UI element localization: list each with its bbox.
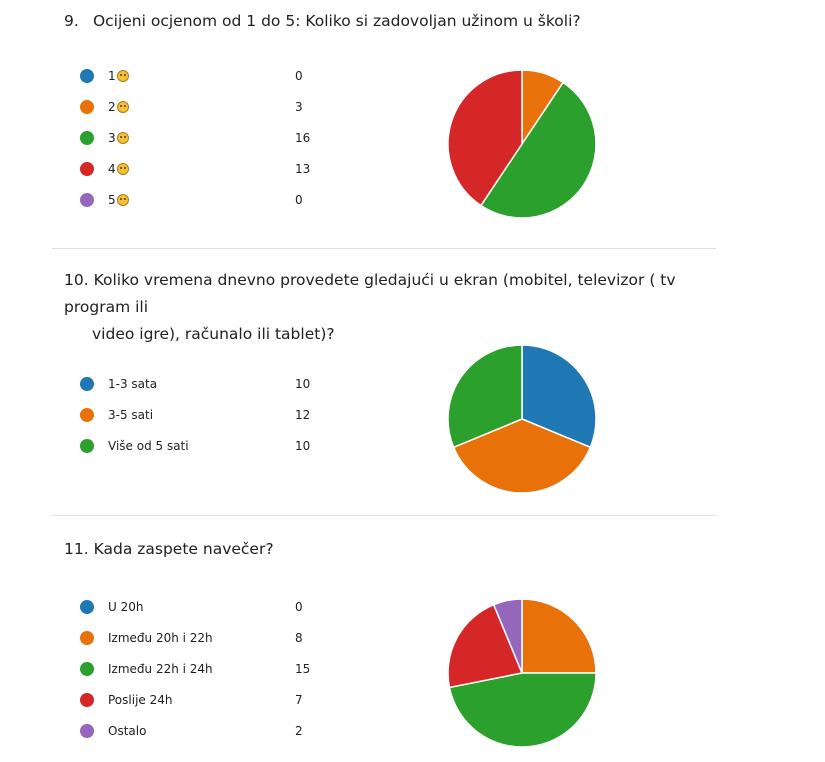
legend: U 20h 0 Između 20h i 22h 8 Između 22h i … bbox=[80, 591, 380, 746]
question-10: 10. Koliko vremena dnevno provedete gled… bbox=[0, 248, 825, 516]
question-number: 10. bbox=[64, 271, 89, 289]
legend-color-dot bbox=[80, 407, 94, 422]
legend-count: 2 bbox=[295, 723, 303, 738]
legend-color-dot bbox=[80, 99, 94, 114]
legend-label: 3-5 sati bbox=[108, 407, 154, 422]
question-text-line-1: Koliko vremena dnevno provedete gledajuć… bbox=[64, 271, 676, 316]
legend-item: U 20h 0 bbox=[80, 591, 380, 622]
legend-count: 7 bbox=[295, 692, 303, 707]
legend-label: Između 20h i 22h bbox=[108, 630, 213, 645]
legend: 1-3 sata 10 3-5 sati 12 Više od 5 sati 1… bbox=[80, 368, 380, 461]
legend-count: 3 bbox=[295, 99, 303, 114]
pie-slice-vi-e-od-5-sati bbox=[447, 344, 523, 449]
legend-count: 0 bbox=[295, 599, 303, 614]
divider bbox=[52, 515, 716, 516]
pie-slice-poslije-24h bbox=[447, 603, 524, 689]
question-number: 11. bbox=[64, 540, 89, 558]
legend-item: 5 0 bbox=[80, 184, 380, 215]
legend-item: 2 3 bbox=[80, 91, 380, 122]
legend-label: 5 bbox=[108, 192, 116, 207]
question-text: Ocijeni ocjenom od 1 do 5: Koliko si zad… bbox=[92, 12, 581, 30]
legend-label: 4 bbox=[108, 161, 116, 176]
legend-label: 1 bbox=[108, 68, 116, 83]
legend-label: Ostalo bbox=[108, 723, 147, 738]
legend-color-dot bbox=[80, 692, 94, 707]
legend-item: Između 22h i 24h 15 bbox=[80, 653, 380, 684]
legend-color-dot bbox=[80, 661, 94, 676]
legend-count: 10 bbox=[295, 438, 311, 453]
legend-item: Više od 5 sati 10 bbox=[80, 430, 380, 461]
legend-label: 2 bbox=[108, 99, 116, 114]
pie-slice-izme-u-20h-i-22h bbox=[521, 598, 597, 674]
question-title: 11. Kada zaspete navečer? bbox=[64, 536, 714, 563]
smiling-face-icon bbox=[116, 162, 129, 175]
legend-color-dot bbox=[80, 68, 94, 83]
legend-color-dot bbox=[80, 192, 94, 207]
legend-color-dot bbox=[80, 376, 94, 391]
legend-item: Između 20h i 22h 8 bbox=[80, 622, 380, 653]
disappointed-face-icon bbox=[116, 69, 129, 82]
legend-color-dot bbox=[80, 630, 94, 645]
legend-item: 3 16 bbox=[80, 122, 380, 153]
pie-slice-ostalo bbox=[492, 598, 523, 674]
neutral-face-icon bbox=[116, 131, 129, 144]
legend-count: 10 bbox=[295, 376, 311, 391]
legend-label: 3 bbox=[108, 130, 116, 145]
divider bbox=[52, 248, 716, 249]
legend-label: Između 22h i 24h bbox=[108, 661, 213, 676]
pie-chart bbox=[447, 598, 597, 748]
legend-count: 8 bbox=[295, 630, 303, 645]
pie-slice-1-3-sata bbox=[521, 344, 597, 449]
legend-color-dot bbox=[80, 723, 94, 738]
pie-slice-4 bbox=[447, 69, 523, 207]
slightly-frowning-face-icon bbox=[116, 100, 129, 113]
legend-item: 3-5 sati 12 bbox=[80, 399, 380, 430]
legend-item: 1-3 sata 10 bbox=[80, 368, 380, 399]
legend-item: 4 13 bbox=[80, 153, 380, 184]
legend-count: 12 bbox=[295, 407, 311, 422]
grinning-face-icon bbox=[116, 193, 129, 206]
question-title: 10. Koliko vremena dnevno provedete gled… bbox=[64, 267, 714, 348]
legend-count: 0 bbox=[295, 192, 303, 207]
legend-item: Ostalo 2 bbox=[80, 715, 380, 746]
question-text: Kada zaspete navečer? bbox=[93, 540, 274, 558]
pie-chart bbox=[447, 344, 597, 494]
legend-count: 0 bbox=[295, 68, 303, 83]
pie-chart bbox=[447, 69, 597, 219]
legend-item: 1 0 bbox=[80, 60, 380, 91]
legend-count: 13 bbox=[295, 161, 311, 176]
question-title: 9. Ocijeni ocjenom od 1 do 5: Koliko si … bbox=[64, 8, 714, 35]
question-9: 9. Ocijeni ocjenom od 1 do 5: Koliko si … bbox=[0, 0, 825, 248]
question-11: 11. Kada zaspete navečer? U 20h 0 Između… bbox=[0, 516, 825, 762]
legend-color-dot bbox=[80, 599, 94, 614]
question-number: 9. bbox=[64, 12, 79, 30]
question-text-line-2: video igre), računalo ili tablet)? bbox=[92, 325, 335, 343]
legend-count: 16 bbox=[295, 130, 311, 145]
legend-count: 15 bbox=[295, 661, 311, 676]
pie-slice-3 bbox=[479, 81, 597, 219]
pie-slice-3-5-sati bbox=[452, 418, 592, 494]
legend-item: Poslije 24h 7 bbox=[80, 684, 380, 715]
legend-color-dot bbox=[80, 130, 94, 145]
legend-label: Više od 5 sati bbox=[108, 438, 189, 453]
legend: 1 0 2 3 3 16 4 13 5 0 bbox=[80, 60, 380, 215]
legend-label: 1-3 sata bbox=[108, 376, 158, 391]
legend-color-dot bbox=[80, 438, 94, 453]
pie-slice-izme-u-22h-i-24h bbox=[448, 672, 597, 748]
legend-label: U 20h bbox=[108, 599, 144, 614]
legend-label: Poslije 24h bbox=[108, 692, 173, 707]
legend-color-dot bbox=[80, 161, 94, 176]
